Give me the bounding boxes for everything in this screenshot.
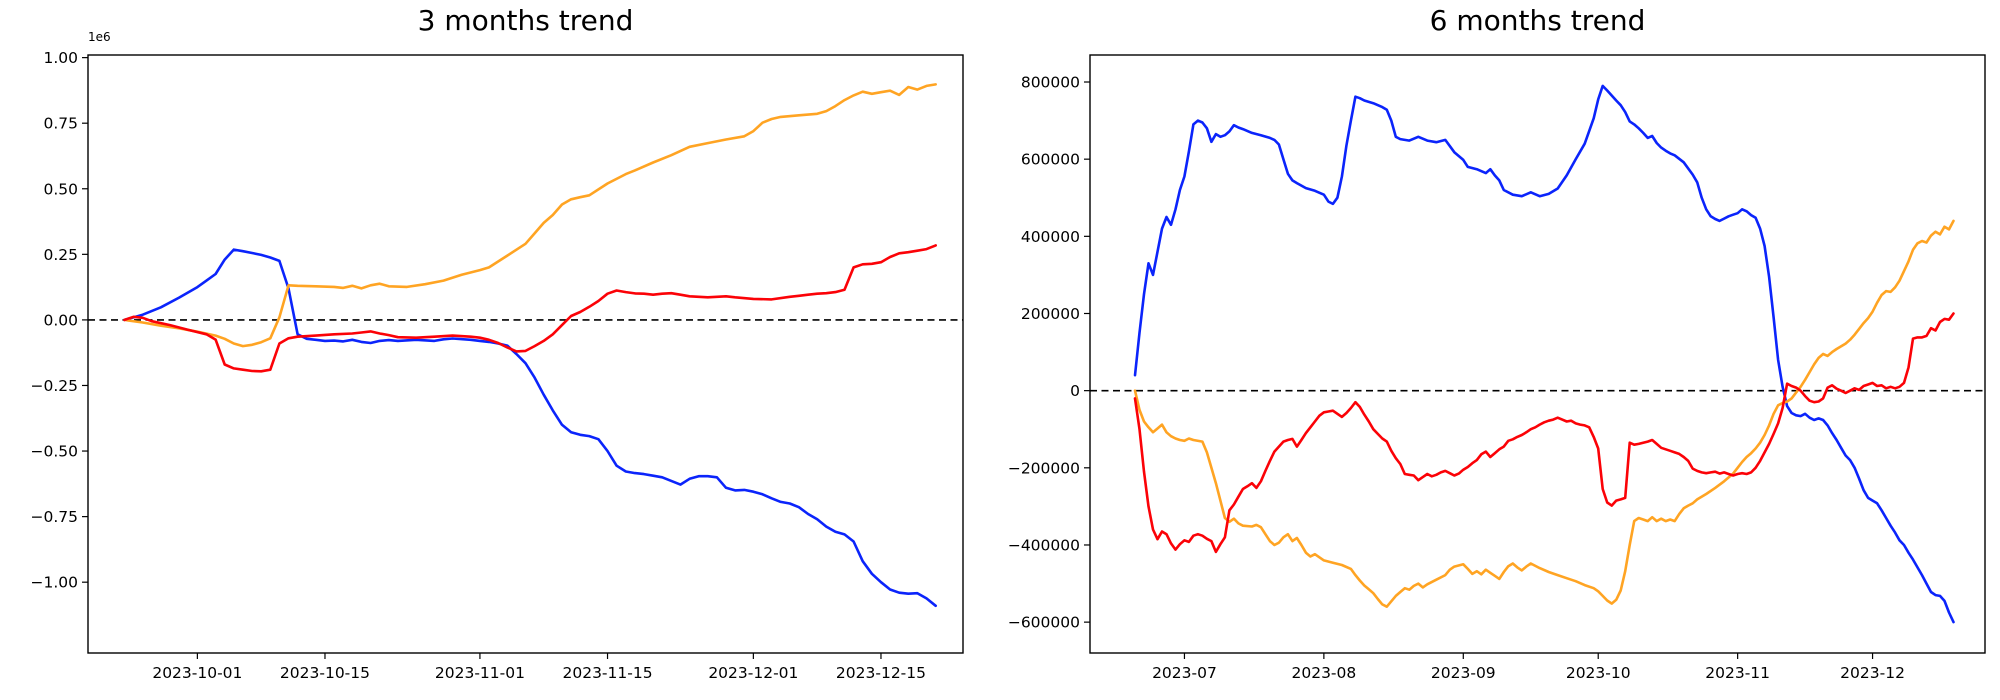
y-tick-label: 200000 [1021,305,1080,323]
axes-frame [1089,54,1986,654]
chart-1: 2023-07 2023-08 2023-09 2023-10 2023-11 2023-… [1008,54,1986,682]
y-tick-label: 0.00 [43,311,78,329]
series-blue-line [1133,84,1955,624]
y-tick-label: −400000 [1008,536,1080,554]
series-red-line [123,244,938,373]
y-tick-label: −0.50 [31,443,79,461]
x-tick-label: 2023-11-15 [562,664,652,682]
series-blue-line [123,248,938,608]
y-tick-label: 0.25 [43,246,78,264]
y-tick-label: −600000 [1008,614,1080,632]
chart-title-3-months: 3 months trend [417,4,634,37]
y-axis-offset-label: 1e6 [88,30,111,44]
x-tick-label: 2023-12-15 [836,664,926,682]
x-tick-label: 2023-10 [1566,664,1631,682]
x-tick-label: 2023-07 [1152,664,1217,682]
y-tick-label: −0.25 [31,377,79,395]
x-tick-label: 2023-08 [1291,664,1356,682]
y-tick-label: 0.50 [43,180,78,198]
x-tick-label: 2023-10-01 [152,664,242,682]
y-tick-label: −0.75 [31,508,79,526]
series-red-line [1133,312,1955,554]
series-orange-line [123,83,938,348]
axes-frame [87,54,964,654]
series-orange-line [1133,219,1955,609]
y-tick-label: 800000 [1021,74,1080,92]
y-tick-label: −200000 [1008,459,1080,477]
x-tick-label: 2023-12 [1840,664,1905,682]
chart-0: 2023-10-01 2023-10-15 2023-11-01 2023-11-15… [31,49,964,682]
y-tick-label: 0.75 [43,115,78,133]
y-tick-label: 0 [1070,382,1080,400]
x-tick-label: 2023-11 [1705,664,1770,682]
y-tick-label: 1.00 [43,49,78,67]
x-tick-label: 2023-09 [1431,664,1496,682]
y-tick-label: 600000 [1021,151,1080,169]
x-tick-label: 2023-11-01 [435,664,525,682]
y-tick-label: −1.00 [31,574,79,592]
y-tick-label: 400000 [1021,228,1080,246]
x-tick-label: 2023-10-15 [280,664,370,682]
chart-title-6-months: 6 months trend [1429,4,1646,37]
x-tick-label: 2023-12-01 [708,664,798,682]
